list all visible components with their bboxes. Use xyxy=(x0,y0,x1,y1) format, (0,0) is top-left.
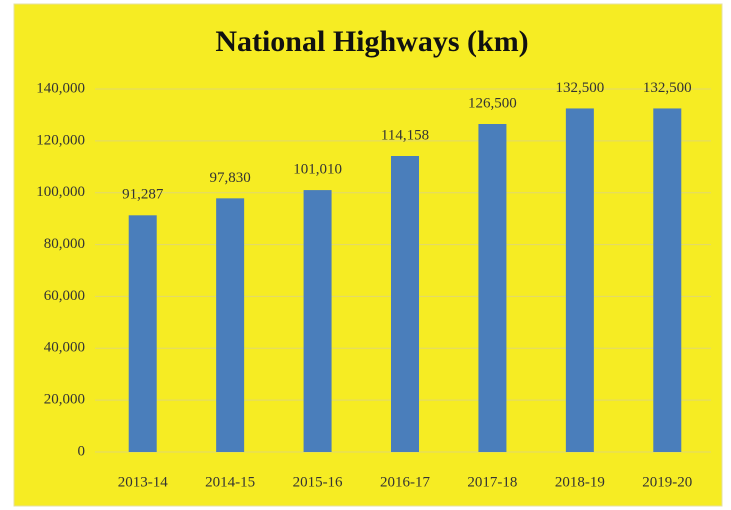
bar xyxy=(653,108,682,453)
value-label: 132,500 xyxy=(555,80,604,96)
x-tick-label: 2013-14 xyxy=(118,474,168,490)
y-tick-label: 0 xyxy=(78,443,86,459)
value-label: 97,830 xyxy=(210,170,251,186)
value-label: 132,500 xyxy=(643,80,692,96)
y-tick-label: 140,000 xyxy=(36,80,85,96)
y-tick-label: 60,000 xyxy=(44,288,85,304)
y-tick-label: 80,000 xyxy=(44,236,85,252)
x-tick-label: 2016-17 xyxy=(380,474,430,490)
bar xyxy=(128,215,157,452)
y-tick-label: 40,000 xyxy=(44,340,85,356)
y-tick-label: 120,000 xyxy=(36,132,85,148)
bar xyxy=(478,124,507,452)
value-label: 91,287 xyxy=(122,187,164,203)
value-label: 101,010 xyxy=(293,162,342,178)
bar xyxy=(216,198,245,452)
chart-title: National Highways (km) xyxy=(215,25,528,58)
value-label: 114,158 xyxy=(381,127,429,143)
x-tick-label: 2017-18 xyxy=(467,474,517,490)
bar xyxy=(303,190,332,452)
x-tick-label: 2014-15 xyxy=(205,474,255,490)
chart-background xyxy=(13,3,723,507)
x-tick-label: 2015-16 xyxy=(293,474,343,490)
y-tick-label: 20,000 xyxy=(44,392,85,408)
value-label: 126,500 xyxy=(468,95,517,111)
bar xyxy=(565,108,594,453)
y-tick-label: 100,000 xyxy=(36,184,85,200)
bar xyxy=(391,156,419,452)
x-tick-label: 2018-19 xyxy=(555,474,605,490)
x-tick-label: 2019-20 xyxy=(642,474,692,490)
